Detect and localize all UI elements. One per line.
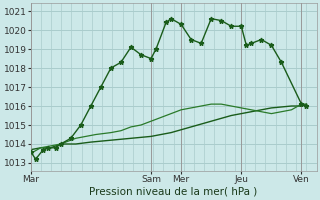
X-axis label: Pression niveau de la mer( hPa ): Pression niveau de la mer( hPa ) [90, 187, 258, 197]
